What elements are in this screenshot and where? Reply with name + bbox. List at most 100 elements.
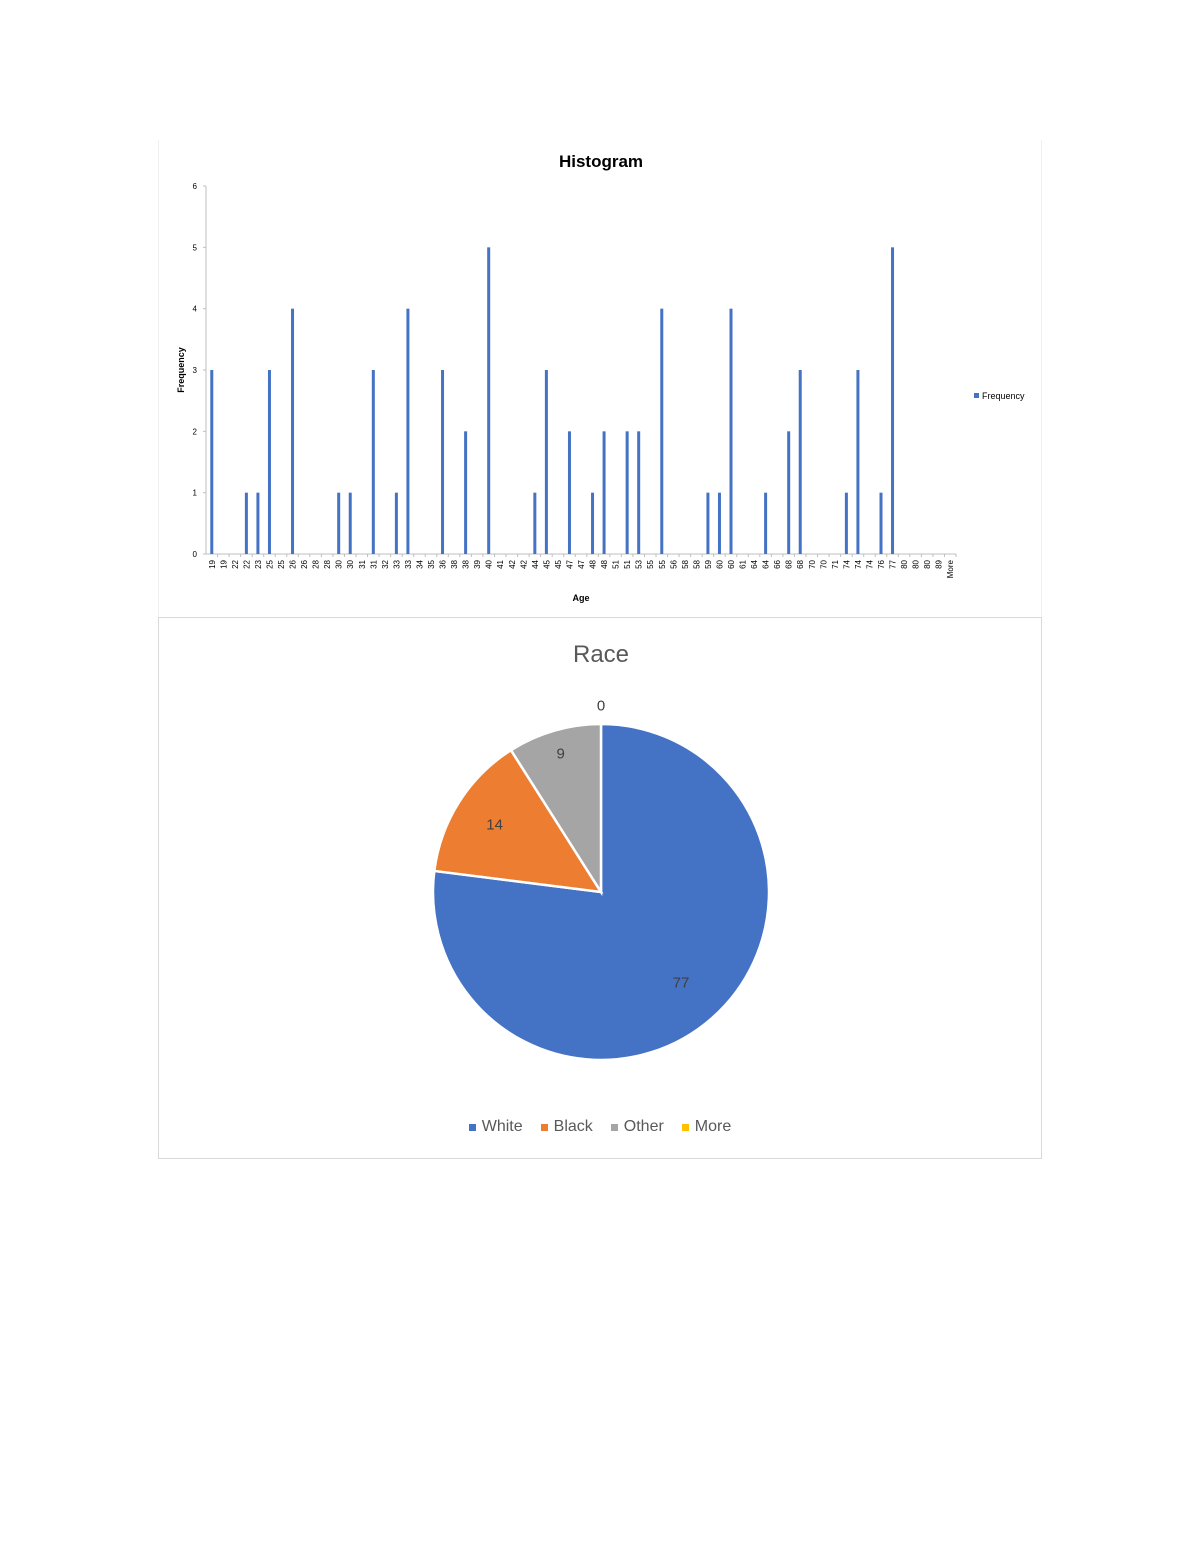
x-tick-label: 40 [485, 559, 494, 568]
pie-label-other: 9 [557, 745, 565, 762]
legend-swatch-black [540, 1123, 548, 1131]
histogram-bar [625, 431, 629, 554]
histogram-bar [267, 370, 271, 554]
histogram-bar [406, 308, 410, 554]
x-tick-label: 38 [462, 559, 471, 568]
histogram-bar [891, 247, 895, 554]
x-tick-label: 58 [681, 559, 690, 568]
x-tick-label: 48 [589, 559, 598, 568]
x-tick-label: 74 [842, 559, 851, 568]
race-pie-chart: Race 77 14 9 0 White Black Other More [158, 617, 1042, 1159]
x-tick-label: 47 [565, 559, 574, 568]
histogram-bar [591, 492, 595, 554]
x-tick-label: 60 [715, 559, 724, 568]
histogram-bar [879, 492, 883, 554]
x-tick-label: 80 [923, 559, 932, 568]
legend-swatch-frequency [974, 393, 979, 398]
x-tick-label: More [946, 559, 955, 578]
x-tick-label: 47 [577, 559, 586, 568]
x-tick-label: 58 [692, 559, 701, 568]
x-tick-label: 31 [369, 559, 378, 568]
x-tick-label: 64 [762, 559, 771, 568]
x-tick-label: 80 [912, 559, 921, 568]
x-tick-label: 26 [300, 559, 309, 568]
histogram-bar [291, 308, 295, 554]
legend-item-black: Black [540, 1118, 593, 1136]
pie-slices [431, 722, 771, 1062]
legend-label-other: Other [623, 1118, 664, 1135]
histogram-bar [798, 370, 802, 554]
pie-slice-black [432, 748, 604, 894]
x-tick-label: 51 [623, 559, 632, 568]
histogram-bar [487, 247, 491, 554]
x-tick-label: 55 [658, 559, 667, 568]
histogram-bar [729, 308, 733, 554]
histogram-bar [441, 370, 445, 554]
pie-slice-other [509, 722, 603, 897]
pie-title: Race [573, 641, 629, 668]
x-tick-label: 61 [739, 559, 748, 568]
legend-label-frequency: Frequency [982, 391, 1025, 401]
x-tick-label: 44 [531, 559, 540, 568]
x-tick-label: 68 [796, 559, 805, 568]
x-tick-label: 53 [635, 559, 644, 568]
y-tick-label: 6 [193, 182, 198, 191]
x-tick-label: 55 [646, 559, 655, 568]
legend-swatch-more [681, 1123, 689, 1131]
histogram-bar [464, 431, 468, 554]
histogram-bar [602, 431, 606, 554]
x-tick-label: 59 [704, 559, 713, 568]
x-tick-label: 42 [519, 559, 528, 568]
x-tick-label: 22 [242, 559, 251, 568]
histogram-bar [394, 492, 398, 554]
legend-item-other: Other [610, 1118, 664, 1136]
legend-item-white: White [468, 1118, 523, 1136]
legend-label-black: Black [553, 1118, 593, 1135]
histogram-bar [844, 492, 848, 554]
x-tick-label: 28 [323, 559, 332, 568]
histogram-bar [348, 492, 352, 554]
x-tick-label: 45 [542, 559, 551, 568]
x-tick-label: 41 [496, 559, 505, 568]
x-tick-label: 76 [877, 559, 886, 568]
histogram-bar [544, 370, 548, 554]
x-tick-label: 68 [785, 559, 794, 568]
x-tick-label: 22 [231, 559, 240, 568]
y-tick-label: 1 [193, 489, 198, 498]
x-tick-label: 30 [346, 559, 355, 568]
x-tick-label: 30 [335, 559, 344, 568]
x-tick-label: 66 [773, 559, 782, 568]
histogram-x-axis-label: Age [572, 593, 589, 603]
y-tick-label: 0 [193, 550, 198, 559]
histogram-title: Histogram [559, 152, 643, 171]
x-tick-label: 36 [439, 559, 448, 568]
histogram-bar [717, 492, 721, 554]
x-tick-label: 38 [450, 559, 459, 568]
x-tick-label: 80 [900, 559, 909, 568]
x-tick-label: 89 [935, 559, 944, 568]
histogram-bar [256, 492, 260, 554]
x-tick-label: 71 [831, 559, 840, 568]
y-tick-label: 5 [193, 243, 198, 252]
legend-item-more: More [681, 1118, 732, 1136]
pie-label-more: 0 [597, 698, 605, 715]
histogram-bar [371, 370, 375, 554]
x-tick-label: 28 [312, 559, 321, 568]
x-tick-label: 19 [208, 559, 217, 568]
x-tick-label: 60 [727, 559, 736, 568]
x-tick-label: 25 [265, 559, 274, 568]
x-tick-label: 70 [819, 559, 828, 568]
x-tick-label: 25 [277, 559, 286, 568]
legend-label-more: More [694, 1118, 732, 1135]
pie-label-black: 14 [486, 816, 503, 833]
histogram-bar [856, 370, 860, 554]
x-tick-label: 32 [381, 559, 390, 568]
histogram-chart: Histogram Frequency Age 0 1 2 3 4 5 6 19 19 22 22 2… [158, 140, 1042, 618]
pie-slice-white [431, 722, 771, 1062]
pie-label-white: 77 [673, 975, 690, 992]
x-tick-label: 48 [600, 559, 609, 568]
x-tick-label: 77 [889, 559, 898, 568]
histogram-bar [337, 492, 341, 554]
histogram-bars [210, 247, 895, 554]
